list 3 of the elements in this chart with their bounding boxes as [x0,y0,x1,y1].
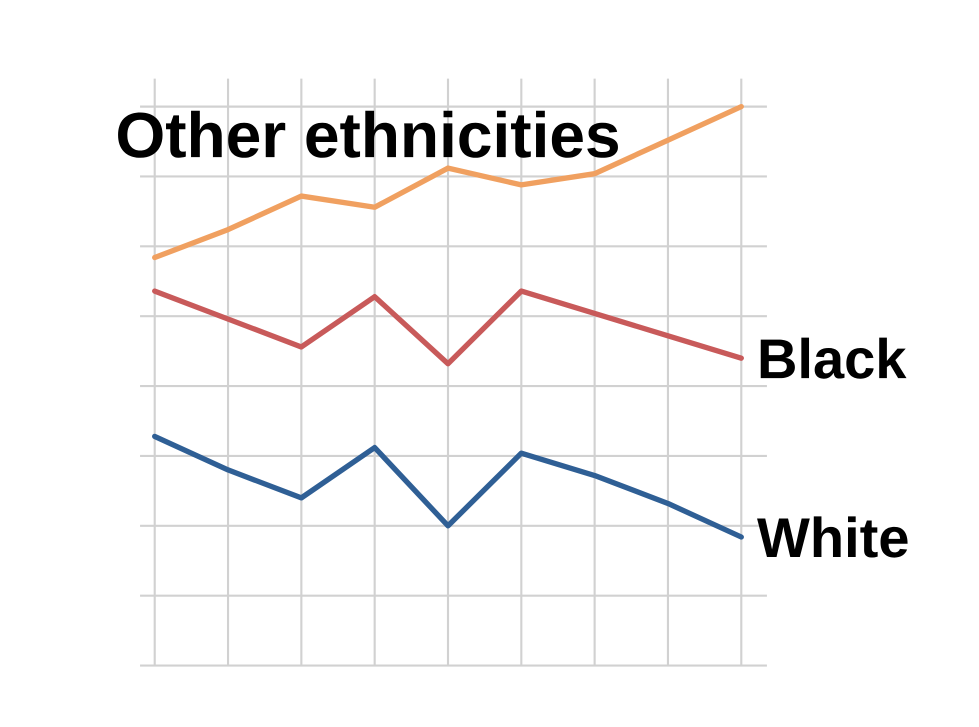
series-label: Black [760,338,907,379]
series-label: Other ethnicities [118,110,618,158]
series-label: White [757,516,908,558]
